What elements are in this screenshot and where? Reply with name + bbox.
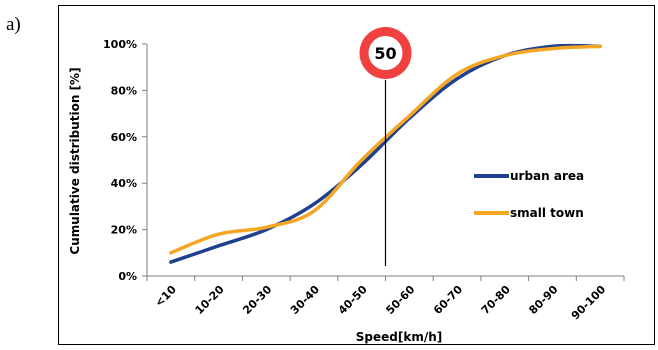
x-tick-label: 90-100 [569,283,609,323]
x-axis-title: Speed[km/h] [356,330,442,344]
y-axis-title: Cumulative distribution [%] [68,67,82,254]
x-tick-label: 40-50 [336,283,370,317]
x-tick-label: 70-80 [479,283,513,317]
x-tick-label: 10-20 [193,283,227,317]
legend-label: urban area [510,169,584,183]
y-tick-labels: 0% 20% 40% 60% 80% 100% [103,38,137,283]
speed-limit-annotation: 50 [359,27,412,266]
y-tick-label: 40% [111,177,137,190]
chart-frame: 0% 20% 40% 60% 80% 100% <10 10-20 20-30 30-40 40-… [58,5,655,345]
panel-label: a) [6,14,21,35]
y-tick-label: 0% [118,270,137,283]
legend-label: small town [510,206,584,220]
x-tick-label: 50-60 [383,283,417,317]
legend: urban area small town [474,169,584,220]
x-tick-label: <10 [152,283,179,310]
y-tick-label: 20% [111,224,137,237]
x-tick-label: 80-90 [526,283,560,317]
y-tick-label: 80% [111,84,137,97]
y-tick-label: 100% [103,38,137,51]
x-tick-label: 30-40 [288,283,322,317]
speed-sign-face [368,36,403,70]
speed-sign-label: 50 [374,44,396,63]
series-line-small-town [169,44,602,255]
chart-plot: 0% 20% 40% 60% 80% 100% <10 10-20 20-30 30-40 40-… [68,27,625,344]
y-tick-label: 60% [111,131,137,144]
x-tick-label: 20-30 [240,283,274,317]
axes [142,43,625,281]
x-tick-label: 60-70 [431,283,465,317]
x-tick-labels: <10 10-20 20-30 30-40 40-50 50-60 60-70 70-80 80… [152,283,608,323]
